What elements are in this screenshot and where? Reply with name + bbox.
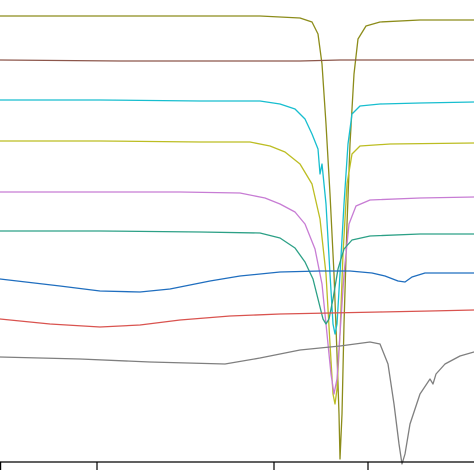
series-line-7 [0, 270, 474, 293]
series-line-5 [0, 191, 474, 395]
series-line-9 [0, 341, 474, 465]
series-line-4 [0, 140, 474, 405]
series-line-8 [0, 309, 474, 328]
series-line-1 [0, 15, 474, 460]
series-line-2 [0, 59, 474, 62]
x-axis [0, 461, 474, 470]
series-line-6 [0, 230, 474, 325]
plot-area [0, 15, 474, 465]
series-line-3 [0, 99, 474, 335]
